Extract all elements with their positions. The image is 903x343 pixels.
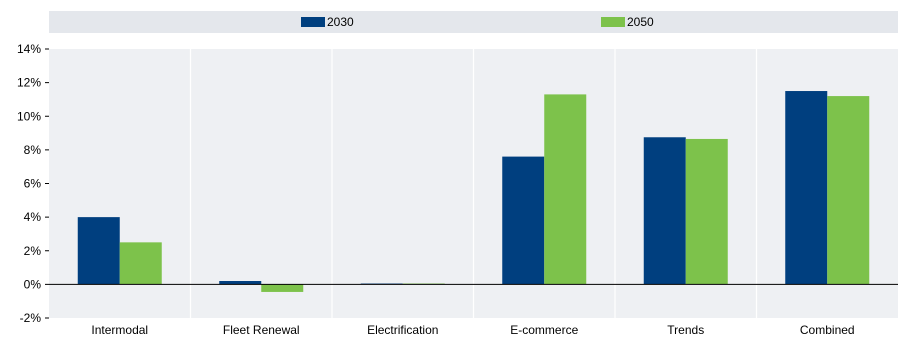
bar-2030-combined xyxy=(785,91,828,285)
y-axis: -2% 0% 2% 4% 6% 8% 10% 12% 14% xyxy=(17,42,49,325)
legend-swatch-2030 xyxy=(301,17,325,27)
y-tick-label: 10% xyxy=(17,109,41,123)
category-separators xyxy=(189,49,758,318)
x-tick-label: Fleet Renewal xyxy=(223,323,300,337)
x-tick-label: Electrification xyxy=(367,323,438,337)
y-tick-label: 4% xyxy=(24,210,42,224)
x-tick-label: Combined xyxy=(800,323,855,337)
bar-2030-trends xyxy=(643,137,686,285)
y-tick-label: 8% xyxy=(24,143,42,157)
y-tick-label: 2% xyxy=(24,244,42,258)
legend-swatch-2050 xyxy=(601,17,625,27)
y-tick-label: -2% xyxy=(20,311,42,325)
x-axis: Intermodal Fleet Renewal Electrification E-… xyxy=(91,323,854,337)
bar-2050-combined xyxy=(827,96,870,285)
bar-2030-fleet-renewal xyxy=(219,281,262,285)
bar-2050-trends xyxy=(685,138,728,285)
bars xyxy=(77,91,870,292)
legend: 2030 2050 xyxy=(301,15,654,29)
bar-2050-intermodal xyxy=(119,242,162,285)
y-tick-label: 14% xyxy=(17,42,41,56)
y-tick-label: 12% xyxy=(17,76,41,90)
x-tick-label: E-commerce xyxy=(510,323,578,337)
bar-2030-intermodal xyxy=(77,217,120,285)
x-tick-label: Intermodal xyxy=(91,323,148,337)
bar-2030-e-commerce xyxy=(502,156,545,285)
legend-label-2050: 2050 xyxy=(627,15,654,29)
y-tick-label: 0% xyxy=(24,277,42,291)
y-tick-label: 6% xyxy=(24,177,42,191)
bar-2050-fleet-renewal xyxy=(261,284,304,292)
legend-label-2030: 2030 xyxy=(327,15,354,29)
x-tick-label: Trends xyxy=(667,323,704,337)
legend-background xyxy=(49,11,898,33)
bar-2050-e-commerce xyxy=(544,94,587,285)
